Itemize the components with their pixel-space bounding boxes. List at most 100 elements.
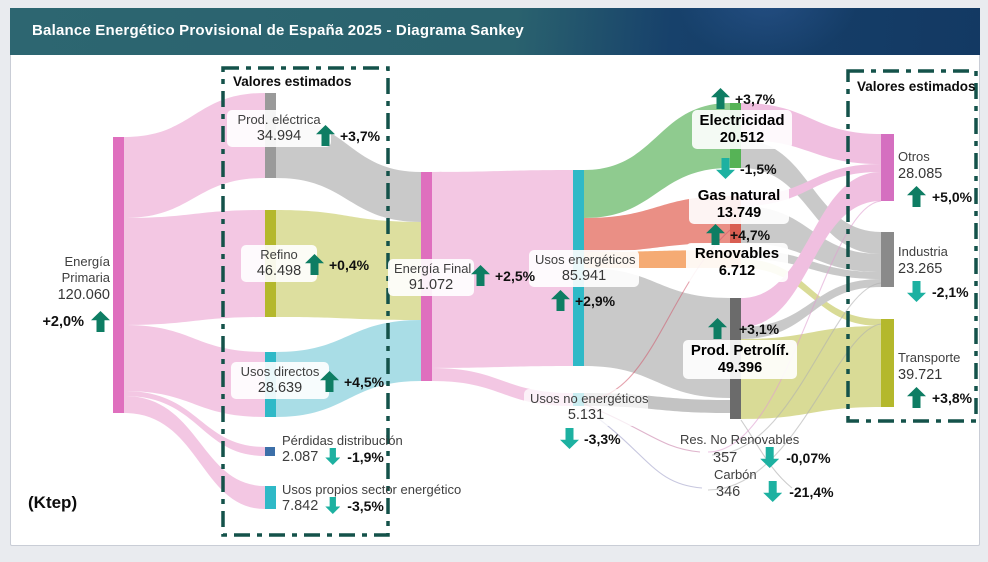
trend-down-icon [325,448,341,465]
node-value: 28.085 [898,166,943,182]
trend-up-icon [471,265,490,286]
trend-up-icon [907,387,926,408]
node-value: 346 [716,483,741,500]
label-otros: Otros 28.085 +5,0% [898,149,972,207]
trend-up-icon [708,318,727,339]
node-bar-energia-primaria [113,137,124,413]
node-value: 34.994 [256,128,302,144]
node-change: +3,8% [907,387,972,408]
change-text: +3,7% [340,127,381,144]
trend-down-icon [760,447,780,468]
flow-primaria-perdidas [124,391,265,456]
change-renovables: +4,7% [706,224,770,245]
node-bar-perdidas [265,447,275,456]
units-label: (Ktep) [28,493,78,512]
node-name: Gas natural [697,187,781,204]
change-text: +0,4% [329,256,370,273]
node-value: 6.712 [718,263,756,279]
change-refino: +0,4% [305,254,369,275]
label-electricidad: Electricidad 20.512 [692,110,792,149]
node-value: 28.639 [257,380,303,396]
flow-prod-petrolif-otros [741,172,881,327]
node-name: Usos directos [240,364,320,379]
change-energia-final: +2,5% [471,265,535,286]
change-usos-no-energeticos: -3,3% [560,428,621,449]
estimated-box-left [221,66,390,537]
node-change: +5,0% [907,186,972,207]
label-energia-final: Energía Final 91.072 [388,259,474,296]
change-text: +5,0% [932,188,973,205]
change-text: +3,8% [932,389,973,406]
change-text: +2,0% [42,313,84,330]
value-res-no-renovables: 357 -0,07% [713,447,831,468]
node-name: Refino [260,247,298,262]
node-name: Electricidad [699,112,785,129]
label-prod-electrica: Prod. eléctrica 34.994 [227,110,331,147]
change-text: -1,9% [347,448,384,465]
label-energia-primaria: Energía Primaria 120.060 +2,0% [14,254,110,332]
trend-down-icon [560,428,579,449]
node-name: Otros [898,149,930,164]
change-text: -2,1% [932,283,969,300]
label-prod-petrolif: Prod. Petrolíf. 49.396 [683,340,797,379]
node-name: Energía Primaria [61,254,110,285]
change-text: +2,9% [575,292,616,309]
flow-primaria-refino [124,210,265,325]
node-value: 20.512 [719,130,765,146]
node-value: 46.498 [256,263,302,279]
label-perdidas: Pérdidas distribución [282,433,403,448]
label-usos-no-energeticos: Usos no energéticos 5.131 [524,389,649,426]
label-industria: Industria 23.265 -2,1% [898,244,969,302]
label-transporte: Transporte 39.721 +3,8% [898,350,972,408]
node-value: 2.087 [282,448,319,465]
trend-down-icon [325,497,341,514]
flow-prod-petrolif-industria [741,279,881,339]
header: Balance Energético Provisional de España… [10,8,980,55]
change-gas-natural: -1,5% [716,158,777,179]
trend-up-icon [706,224,725,245]
change-text: +4,7% [730,226,771,243]
node-value: 91.072 [408,277,454,293]
node-value: 7.842 [282,497,319,514]
flow-primaria-usos-propios [124,396,265,509]
change-usos-directos: +4,5% [320,371,384,392]
node-name: Usos energéticos [535,252,636,267]
change-text: +2,5% [495,267,536,284]
minor-flow-res-otros [707,200,882,453]
node-bar-industria [881,232,894,287]
change-text: +3,1% [739,320,780,337]
node-name: Prod. eléctrica [237,112,321,127]
value-perdidas: 2.087 -1,9% [282,448,384,465]
change-prod-petrolif: +3,1% [708,318,779,339]
change-prod-electrica: +3,7% [316,125,380,146]
node-name: Energía Final [394,261,472,276]
minor-flow-res-industria [711,282,882,456]
change-text: +3,7% [735,90,776,107]
trend-up-icon [320,371,339,392]
trend-up-icon [551,290,570,311]
label-gas-natural: Gas natural 13.749 [689,185,789,224]
change-text: -3,3% [584,430,621,447]
estimated-box-right-title: Valores estimados [857,79,976,94]
trend-up-icon [907,186,926,207]
trend-up-icon [316,125,335,146]
value-carbon: 346 -21,4% [716,481,834,502]
node-change: -2,1% [907,281,969,302]
node-change: +2,0% [14,311,110,332]
node-value: 357 [713,449,738,466]
node-value: 5.131 [567,407,605,423]
label-renovables: Renovables 6.712 [686,243,788,282]
node-name: Industria [898,244,948,259]
flow-electricidad-industria [741,140,881,254]
change-text: +4,5% [344,373,385,390]
change-electricidad: +3,7% [711,88,775,109]
node-value: 39.721 [898,367,943,383]
node-value: 85.941 [561,268,607,284]
node-name: Transporte [898,350,961,365]
node-name: Usos no energéticos [530,391,649,406]
trend-up-icon [305,254,324,275]
estimated-box-left-title: Valores estimados [233,74,352,89]
trend-up-icon [91,311,110,332]
node-name: Renovables [694,245,780,262]
